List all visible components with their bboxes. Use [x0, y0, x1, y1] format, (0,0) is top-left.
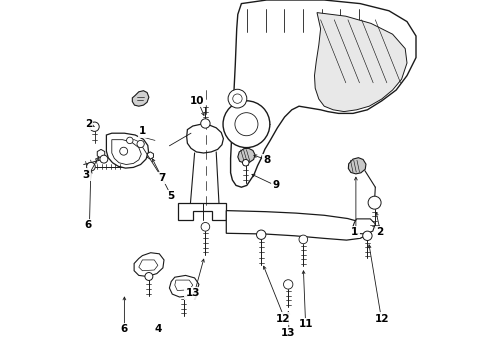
- Polygon shape: [134, 253, 164, 276]
- Circle shape: [243, 159, 249, 166]
- Text: 6: 6: [121, 324, 128, 334]
- Circle shape: [201, 119, 210, 128]
- Circle shape: [235, 113, 258, 136]
- Circle shape: [137, 140, 144, 148]
- Text: 12: 12: [374, 314, 389, 324]
- Circle shape: [120, 147, 127, 155]
- Text: 3: 3: [82, 170, 90, 180]
- Text: 11: 11: [299, 319, 314, 329]
- Polygon shape: [112, 140, 141, 165]
- Text: 1: 1: [139, 126, 146, 136]
- Text: 2: 2: [376, 227, 384, 237]
- Polygon shape: [106, 133, 148, 168]
- Polygon shape: [132, 91, 149, 106]
- Circle shape: [223, 101, 270, 148]
- Polygon shape: [175, 280, 193, 291]
- Circle shape: [145, 273, 153, 280]
- Text: 13: 13: [281, 328, 295, 338]
- Text: 12: 12: [275, 314, 290, 324]
- Circle shape: [90, 122, 99, 131]
- Polygon shape: [231, 0, 416, 187]
- Polygon shape: [238, 148, 255, 163]
- Text: 6: 6: [84, 220, 91, 230]
- Text: 7: 7: [158, 173, 166, 183]
- Polygon shape: [348, 158, 366, 174]
- Circle shape: [299, 235, 308, 244]
- Circle shape: [100, 155, 108, 163]
- Polygon shape: [139, 260, 158, 271]
- Circle shape: [126, 137, 133, 144]
- Text: 1: 1: [351, 227, 358, 237]
- Circle shape: [284, 280, 293, 289]
- Circle shape: [233, 94, 242, 103]
- Polygon shape: [170, 275, 199, 297]
- Text: 4: 4: [155, 324, 162, 334]
- Polygon shape: [97, 149, 105, 158]
- Polygon shape: [226, 211, 368, 240]
- Circle shape: [368, 196, 381, 209]
- Polygon shape: [178, 203, 226, 220]
- Circle shape: [228, 89, 247, 108]
- Text: 9: 9: [272, 180, 279, 190]
- Circle shape: [87, 162, 95, 171]
- Polygon shape: [187, 124, 223, 153]
- Text: 2: 2: [85, 119, 92, 129]
- Circle shape: [363, 231, 372, 240]
- Polygon shape: [315, 13, 407, 112]
- Circle shape: [257, 230, 266, 239]
- Text: 13: 13: [186, 288, 200, 298]
- Text: 5: 5: [168, 191, 175, 201]
- Circle shape: [201, 222, 210, 231]
- Text: 8: 8: [263, 155, 270, 165]
- Polygon shape: [147, 152, 153, 159]
- Text: 10: 10: [190, 96, 205, 106]
- Text: 7: 7: [191, 292, 198, 302]
- Polygon shape: [352, 219, 375, 234]
